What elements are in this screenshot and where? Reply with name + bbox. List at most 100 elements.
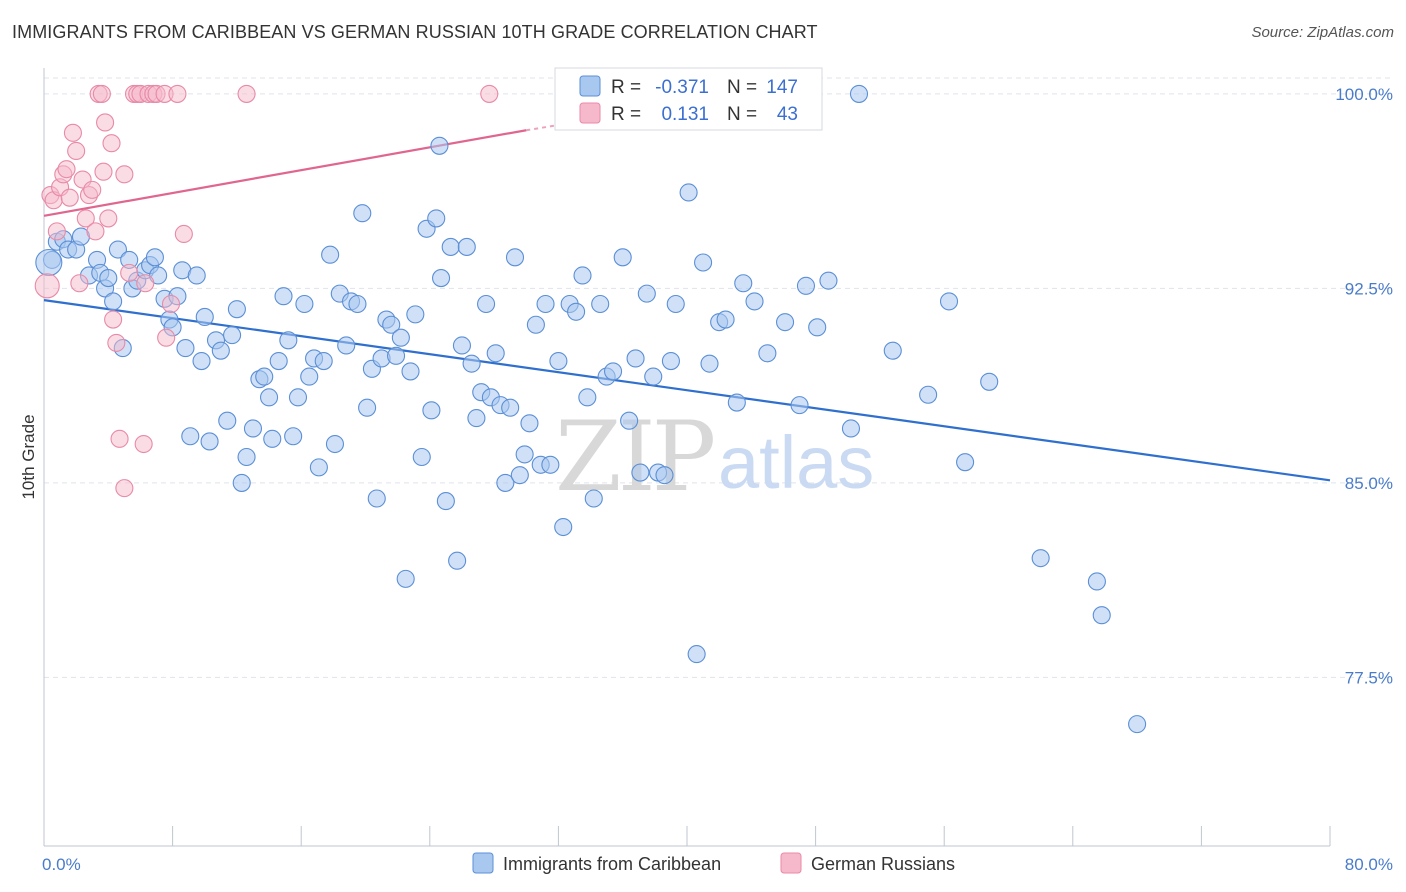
legend-r-label: R =: [611, 104, 641, 125]
data-point-caribbean: [679, 183, 698, 202]
data-point-caribbean: [541, 455, 560, 474]
legend-r-value: -0.371: [655, 77, 709, 98]
data-point-caribbean: [939, 292, 959, 311]
legend-n-value: 147: [766, 77, 798, 98]
data-point-caribbean: [776, 313, 795, 332]
data-point-caribbean: [573, 266, 592, 285]
data-point-caribbean: [269, 351, 288, 371]
data-point-caribbean: [176, 339, 195, 358]
data-point-caribbean: [358, 398, 377, 417]
data-point-german-russians: [47, 222, 66, 241]
data-point-caribbean: [584, 489, 603, 508]
data-point-german-russians: [86, 222, 105, 241]
grid-lines: [44, 77, 1393, 678]
data-point-caribbean: [232, 473, 251, 492]
data-point-german-russians: [115, 165, 134, 184]
data-point-caribbean: [734, 274, 753, 293]
data-point-german-russians: [99, 209, 118, 228]
x-tick-label-max: 80.0%: [1345, 855, 1393, 874]
stats-legend: R = -0.371 N = 147 R = 0.131 N = 43: [554, 67, 823, 131]
data-point-caribbean: [255, 367, 274, 386]
legend-r-value: 0.131: [661, 104, 709, 125]
x-axis-ticks: [43, 826, 1331, 846]
series-german-russian-points: [34, 84, 499, 498]
data-point-german-russians: [168, 84, 187, 103]
data-point-caribbean: [591, 294, 610, 314]
data-point-caribbean: [237, 447, 256, 467]
data-point-caribbean: [980, 372, 999, 391]
data-point-caribbean: [661, 351, 680, 371]
data-point-caribbean: [457, 237, 476, 256]
data-point-german-russians: [110, 429, 129, 448]
trend-line-caribbean: [43, 299, 1331, 482]
data-point-caribbean: [192, 351, 211, 371]
data-point-caribbean: [790, 396, 809, 415]
series-caribbean-points: [35, 84, 1147, 734]
data-point-caribbean: [687, 645, 706, 664]
data-point-caribbean: [477, 294, 496, 314]
data-point-caribbean: [288, 388, 308, 407]
legend-swatch-german-russians: [579, 102, 601, 124]
data-point-caribbean: [520, 414, 539, 433]
data-point-caribbean: [613, 248, 632, 267]
data-point-german-russians: [104, 310, 123, 329]
data-point-caribbean: [432, 269, 451, 288]
y-tick-label: 77.5%: [1345, 668, 1393, 687]
data-point-german-russians: [57, 160, 76, 179]
data-point-german-russians: [115, 479, 134, 498]
data-point-caribbean: [1031, 549, 1050, 568]
data-point-german-russians: [136, 274, 155, 293]
data-point-caribbean: [348, 294, 367, 314]
data-point-caribbean: [195, 307, 214, 327]
data-point-caribbean: [211, 341, 230, 360]
data-point-caribbean: [620, 411, 639, 430]
legend-n-value: 43: [777, 104, 798, 125]
data-point-caribbean: [526, 315, 545, 334]
data-point-caribbean: [145, 248, 164, 267]
y-tick-label: 100.0%: [1335, 85, 1393, 104]
data-point-caribbean: [1087, 572, 1106, 591]
data-point-german-russians: [67, 141, 86, 161]
data-point-german-russians: [161, 294, 181, 314]
data-point-caribbean: [187, 266, 206, 285]
data-point-caribbean: [401, 362, 420, 381]
data-point-caribbean: [745, 292, 764, 311]
data-point-caribbean: [919, 385, 938, 404]
data-point-caribbean: [1092, 606, 1111, 625]
data-point-caribbean: [441, 237, 460, 256]
data-point-caribbean: [406, 305, 425, 324]
data-point-caribbean: [758, 344, 777, 363]
data-point-german-russians: [92, 84, 111, 103]
data-point-caribbean: [666, 294, 685, 314]
data-point-caribbean: [819, 271, 838, 290]
data-point-german-russians: [480, 84, 499, 103]
data-point-caribbean: [181, 427, 200, 446]
data-point-german-russians: [34, 273, 60, 299]
data-point-german-russians: [70, 274, 89, 293]
data-point-german-russians: [94, 162, 113, 181]
data-point-caribbean: [655, 466, 674, 485]
data-point-caribbean: [505, 248, 525, 267]
data-point-german-russians: [76, 209, 95, 228]
data-point-caribbean: [274, 287, 293, 306]
data-point-caribbean: [567, 302, 586, 321]
data-point-german-russians: [174, 224, 193, 244]
data-point-caribbean: [300, 367, 319, 386]
data-point-german-russians: [60, 188, 79, 207]
data-point-german-russians: [102, 134, 121, 153]
data-point-caribbean: [841, 419, 861, 438]
data-point-caribbean: [218, 411, 237, 430]
data-point-caribbean: [391, 328, 410, 347]
data-point-caribbean: [104, 292, 123, 311]
y-tick-label: 92.5%: [1345, 279, 1393, 298]
data-point-caribbean: [727, 393, 746, 412]
data-point-caribbean: [412, 447, 431, 467]
data-point-caribbean: [448, 551, 467, 570]
data-point-caribbean: [227, 300, 246, 319]
data-point-caribbean: [279, 331, 298, 350]
data-point-caribbean: [430, 136, 449, 155]
data-point-caribbean: [108, 240, 127, 259]
trend-line-german-russians-extension: [526, 124, 559, 132]
bottom-legend-swatch-caribbean: [472, 852, 494, 874]
data-point-caribbean: [515, 445, 534, 464]
